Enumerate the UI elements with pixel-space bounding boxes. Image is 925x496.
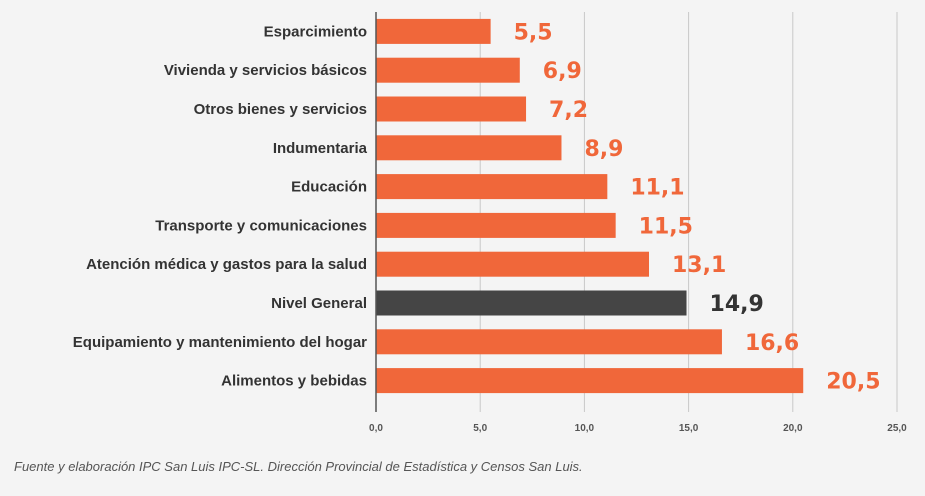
category-label: Transporte y comunicaciones: [155, 217, 367, 234]
bar: [376, 329, 722, 355]
category-label: Vivienda y servicios básicos: [164, 62, 367, 79]
value-label: 13,1: [672, 253, 726, 278]
x-tick-label: 25,0: [887, 423, 907, 434]
value-label: 6,9: [543, 59, 582, 84]
category-label: Atención médica y gastos para la salud: [86, 256, 367, 273]
category-labels: Esparcimiento Vivienda y servicios básico…: [73, 23, 368, 389]
category-label: Educación: [291, 179, 367, 196]
x-tick-label: 0,0: [369, 423, 383, 434]
bar-chart: Esparcimiento Vivienda y servicios básico…: [73, 12, 907, 434]
bar: [376, 96, 527, 122]
value-label: 14,9: [710, 292, 764, 317]
category-label: Otros bienes y servicios: [194, 101, 367, 118]
value-labels: 5,5 6,9 7,2 8,9 11,1 11,5 13,1 14,9 16,6 20,5: [514, 20, 881, 394]
category-label: Esparcimiento: [264, 23, 367, 40]
x-tick-label: 5,0: [473, 423, 487, 434]
bar: [376, 18, 491, 44]
category-label: Indumentaria: [273, 140, 368, 157]
value-label: 11,5: [639, 214, 693, 239]
value-label: 16,6: [745, 331, 799, 356]
bar: [376, 251, 650, 277]
category-label: Equipamiento y mantenimiento del hogar: [73, 334, 367, 351]
bar: [376, 57, 520, 83]
x-tick-label: 10,0: [575, 423, 595, 434]
value-label: 11,1: [630, 176, 684, 201]
bar: [376, 174, 608, 200]
value-label: 20,5: [826, 370, 880, 395]
x-tick-label: 20,0: [783, 423, 803, 434]
bar: [376, 290, 687, 316]
value-label: 7,2: [549, 98, 588, 123]
bars: [376, 18, 804, 394]
value-label: 5,5: [514, 20, 553, 45]
category-label: Alimentos y bebidas: [221, 373, 367, 390]
source-note: Fuente y elaboración IPC San Luis IPC-SL…: [14, 459, 583, 474]
bar: [376, 135, 562, 161]
category-label: Nivel General: [271, 295, 367, 312]
bar: [376, 368, 804, 394]
value-label: 8,9: [584, 137, 623, 162]
x-axis-tick-labels: 0,0 5,0 10,0 15,0 20,0 25,0: [369, 423, 907, 434]
x-tick-label: 15,0: [679, 423, 699, 434]
bar: [376, 212, 616, 238]
